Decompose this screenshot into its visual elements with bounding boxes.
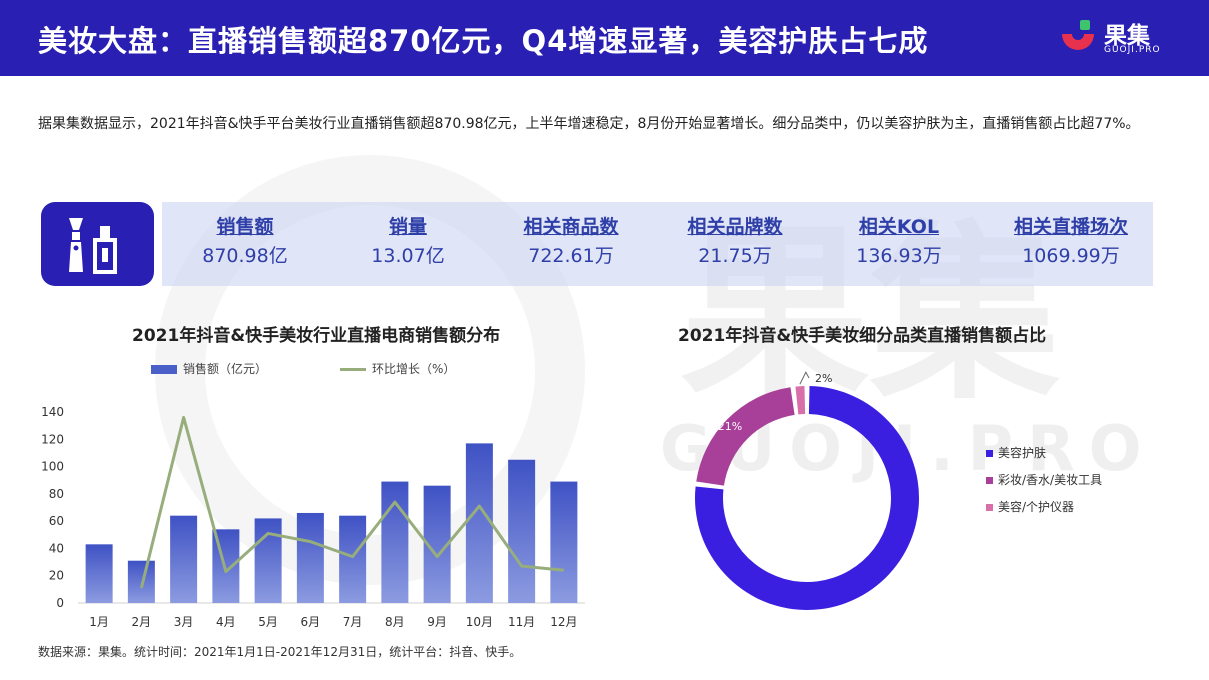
y-tick-label: 140 xyxy=(41,405,64,419)
cosmetics-icon xyxy=(69,218,117,274)
x-tick-label: 10月 xyxy=(466,615,493,629)
kpi-label: 相关商品数 xyxy=(523,216,619,238)
logo-name: 果集 xyxy=(1104,23,1150,49)
kpi-brands: 相关品牌数 21.75万 xyxy=(660,214,810,272)
kpi-label: 销售额 xyxy=(216,216,274,238)
bar-legend-swatch xyxy=(151,365,177,374)
logo-subtitle: GUOJI.PRO xyxy=(1104,45,1161,55)
kpi-value: 21.75万 xyxy=(698,245,772,267)
donut-chart-title: 2021年抖音&快手美妆细分品类直播销售额占比 xyxy=(678,326,1047,346)
x-tick-label: 12月 xyxy=(550,615,577,629)
y-tick-label: 0 xyxy=(56,596,64,610)
kpi-value: 136.93万 xyxy=(856,245,942,267)
slice-data-label: 2% xyxy=(815,372,832,385)
kpi-value: 870.98亿 xyxy=(202,245,288,267)
legend-label: 彩妆/香水/美妆工具 xyxy=(998,473,1102,487)
x-tick-label: 9月 xyxy=(427,615,447,629)
bar-legend-label: 销售额（亿元） xyxy=(183,362,268,376)
bar xyxy=(508,459,536,603)
kpi-icon-tile xyxy=(41,202,154,286)
kpi-sales: 销售额 870.98亿 xyxy=(170,214,320,272)
kpi-value: 13.07亿 xyxy=(371,245,445,267)
line-legend-label: 环比增长（%） xyxy=(372,362,456,376)
bar xyxy=(296,512,324,603)
bar-legend: 销售额（亿元） xyxy=(151,360,267,377)
bar xyxy=(381,481,409,603)
bar xyxy=(85,544,113,603)
kpi-label: 相关直播场次 xyxy=(1013,216,1128,238)
kpi-band xyxy=(162,202,1153,286)
legend-label: 美容护肤 xyxy=(998,445,1046,460)
x-tick-label: 11月 xyxy=(508,615,535,629)
x-tick-label: 8月 xyxy=(385,615,405,629)
bar xyxy=(550,481,578,603)
kpi-value: 722.61万 xyxy=(528,245,614,267)
y-tick-label: 20 xyxy=(49,569,64,583)
donut-slice xyxy=(696,387,795,486)
legend-swatch xyxy=(986,477,993,484)
y-tick-label: 100 xyxy=(41,460,64,474)
brand-logo: 果集 GUOJI.PRO xyxy=(1058,16,1198,62)
line-legend: 环比增长（%） xyxy=(340,360,455,377)
kpi-volume: 销量 13.07亿 xyxy=(333,214,483,272)
x-tick-label: 7月 xyxy=(343,615,363,629)
page-title: 美妆大盘：直播销售额超870亿元，Q4增速显著，美容护肤占七成 xyxy=(38,24,929,58)
logo-mark-icon xyxy=(1062,20,1094,50)
bar xyxy=(170,515,198,603)
slice-data-label: 21% xyxy=(718,420,742,433)
data-source-note: 数据来源：果集。统计时间：2021年1月1日-2021年12月31日，统计平台：… xyxy=(38,645,522,659)
legend-swatch xyxy=(986,450,993,457)
bar xyxy=(254,518,282,603)
bar xyxy=(465,443,493,603)
x-tick-label: 2月 xyxy=(132,615,152,629)
kpi-value: 1069.99万 xyxy=(1022,245,1120,267)
kpi-label: 销量 xyxy=(388,216,427,238)
growth-line xyxy=(139,415,565,589)
x-tick-label: 1月 xyxy=(89,615,109,629)
slice-data-label: 77% xyxy=(795,568,819,581)
bar-chart-title: 2021年抖音&快手美妆行业直播电商销售额分布 xyxy=(132,326,501,346)
kpi-live-sessions: 相关直播场次 1069.99万 xyxy=(996,214,1146,272)
bar xyxy=(339,515,367,603)
kpi-label: 相关品牌数 xyxy=(687,216,783,238)
x-tick-label: 5月 xyxy=(258,615,278,629)
y-tick-label: 80 xyxy=(49,487,64,501)
legend-swatch xyxy=(986,504,993,511)
y-tick-label: 60 xyxy=(49,514,64,528)
kpi-products: 相关商品数 722.61万 xyxy=(496,214,646,272)
x-tick-label: 6月 xyxy=(301,615,321,629)
legend-label: 美容/个护仪器 xyxy=(998,499,1074,514)
intro-paragraph: 据果集数据显示，2021年抖音&快手平台美妆行业直播销售额超870.98亿元，上… xyxy=(38,116,1140,132)
x-tick-label: 4月 xyxy=(216,615,236,629)
x-tick-label: 3月 xyxy=(174,615,194,629)
kpi-label: 相关KOL xyxy=(858,216,940,238)
line-legend-swatch xyxy=(340,368,366,371)
y-tick-label: 120 xyxy=(41,432,64,446)
header-bar: 美妆大盘：直播销售额超870亿元，Q4增速显著，美容护肤占七成 果集 GUOJI… xyxy=(0,0,1209,76)
slice-leader-line xyxy=(799,371,810,385)
bar-line-chart: 0 20 40 60 80 100 120 140 1月 2月 3月 4月 5月 6月 7月 8月 9月 10月 1… xyxy=(41,405,585,629)
y-tick-label: 40 xyxy=(49,541,64,555)
donut-slice xyxy=(795,386,806,415)
kpi-kol: 相关KOL 136.93万 xyxy=(824,214,974,272)
